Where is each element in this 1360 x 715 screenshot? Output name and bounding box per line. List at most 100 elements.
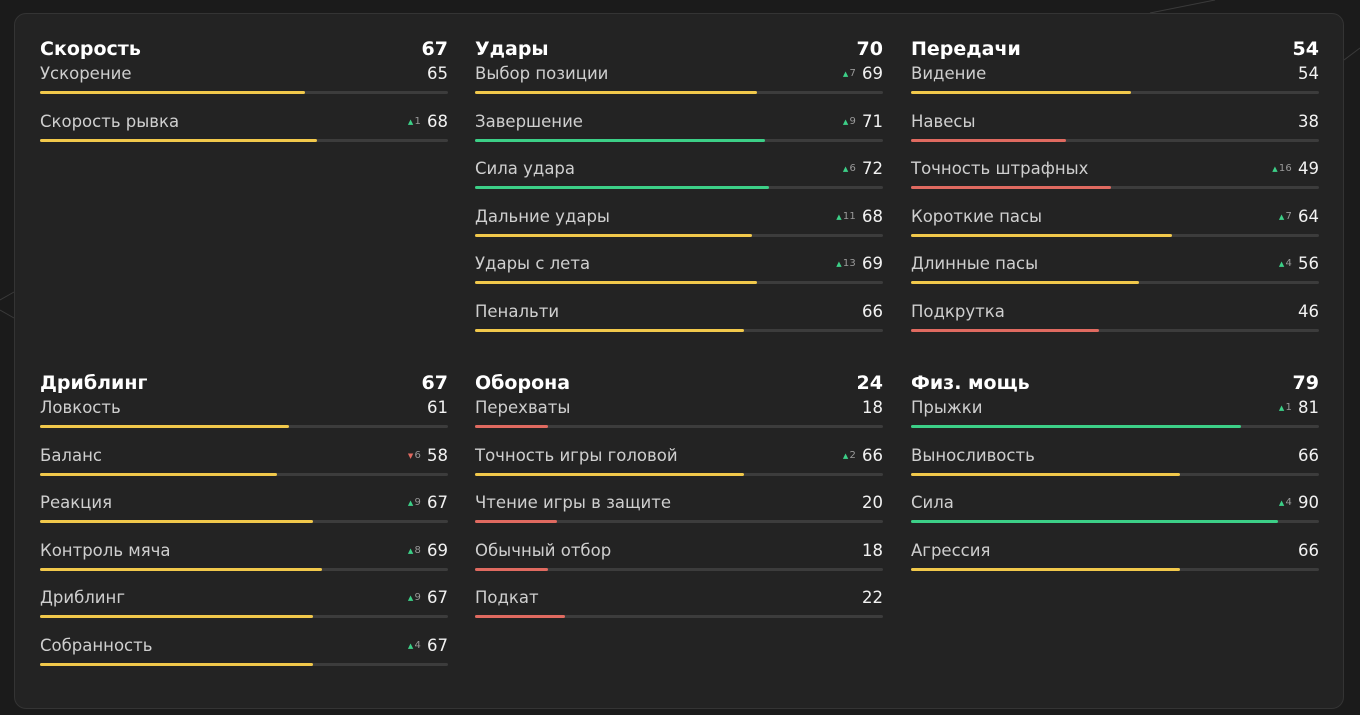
stat-label: Собранность <box>40 635 153 655</box>
stat-change-value: 2 <box>849 449 856 461</box>
stat-value-group: ▲9 67 <box>408 588 448 608</box>
stat-label: Выносливость <box>911 445 1035 465</box>
stat-row: Перехваты 18 <box>475 383 883 431</box>
stat-value: 66 <box>862 445 883 465</box>
stat-bar-track <box>475 138 883 142</box>
arrow-up-icon: ▲ <box>1272 165 1278 173</box>
stat-bar-track <box>475 425 883 428</box>
stat-bar-fill <box>911 138 1067 142</box>
stat-bar-track <box>911 91 1319 94</box>
stat-label: Прыжки <box>911 398 983 417</box>
stat-change: ▲13 <box>836 254 856 274</box>
arrow-up-icon: ▲ <box>407 594 414 602</box>
stat-bar-track <box>911 138 1319 142</box>
stat-group-title: Удары <box>475 38 549 60</box>
stat-group-header: Удары 70 <box>475 13 883 60</box>
stat-value: 66 <box>1298 445 1319 465</box>
stat-change-value: 9 <box>414 592 421 603</box>
stat-group-title: Скорость <box>40 38 141 60</box>
stat-value: 49 <box>1298 159 1319 178</box>
stat-bar-track <box>911 472 1319 476</box>
stat-bar-track <box>911 567 1319 571</box>
stat-group: Оборона 24 Перехваты 18 Точность игры голово… <box>475 347 883 621</box>
stat-change-value: 1 <box>1285 402 1292 413</box>
stat-change-value: 6 <box>414 449 421 461</box>
stat-row: Видение 54 <box>911 49 1319 97</box>
stat-label: Длинные пасы <box>911 254 1039 273</box>
stat-group: Физ. мощь 79 Прыжки ▲1 81 Выносливость 66 Сила ▲… <box>911 347 1319 573</box>
stat-value: 72 <box>862 159 883 178</box>
stat-bar-track <box>911 425 1319 428</box>
stat-bar-fill <box>40 615 314 618</box>
stat-change: ▲4 <box>408 636 421 656</box>
stat-value-group: ▲7 69 <box>843 64 883 84</box>
stat-value: 18 <box>862 540 883 560</box>
stat-value-group: ▼6 58 <box>408 446 448 466</box>
stat-value-group: ▲4 90 <box>1279 493 1319 513</box>
arrow-up-icon: ▲ <box>842 451 849 460</box>
stat-change-value: 1 <box>414 115 421 127</box>
stat-change-value: 4 <box>414 639 421 651</box>
stat-group-rating: 67 <box>421 38 448 60</box>
stat-bar-fill <box>475 281 757 284</box>
stat-value: 38 <box>1298 111 1319 131</box>
stat-group-title: Физ. мощь <box>911 372 1030 394</box>
stat-value-group: ▲2 66 <box>843 446 883 466</box>
stat-label: Видение <box>911 64 987 83</box>
stat-label: Навесы <box>911 111 976 131</box>
stat-row: Прыжки ▲1 81 <box>911 383 1319 431</box>
stat-bar-fill <box>911 281 1140 284</box>
stat-bar-track <box>475 328 883 332</box>
stat-change: ▲2 <box>843 446 856 466</box>
stat-value-group: 18 <box>862 541 883 561</box>
arrow-down-icon: ▼ <box>407 451 414 460</box>
stat-label: Скорость рывка <box>40 111 180 131</box>
stat-value: 54 <box>1298 64 1319 83</box>
stat-row: Удары с лета ▲13 69 <box>475 239 883 287</box>
stat-label: Точность игры головой <box>475 445 678 465</box>
stat-bar-fill <box>40 425 289 428</box>
stat-bar-fill <box>40 567 322 571</box>
stat-change-value: 9 <box>849 115 856 127</box>
stat-value-group: 66 <box>1298 541 1319 561</box>
stat-row: Реакция ▲9 67 <box>40 478 448 526</box>
stat-bar-fill <box>475 472 745 476</box>
stat-row: Завершение ▲9 71 <box>475 97 883 145</box>
stat-group-header: Дриблинг 67 <box>40 347 448 394</box>
stat-label: Выбор позиции <box>475 64 609 83</box>
stat-value: 66 <box>862 301 883 321</box>
stat-group: Дриблинг 67 Ловкость 61 Баланс ▼6 58 Реакция ▲9 6… <box>40 347 448 668</box>
stat-row: Подкат 22 <box>475 573 883 621</box>
stat-bar-fill <box>911 567 1181 571</box>
stat-value-group: 20 <box>862 493 883 513</box>
stat-row: Сила ▲4 90 <box>911 478 1319 526</box>
stat-row: Ускорение 65 <box>40 49 448 97</box>
stat-change-value: 4 <box>1285 258 1292 269</box>
stat-bar-fill <box>911 425 1242 428</box>
stat-label: Контроль мяча <box>40 540 171 560</box>
arrow-up-icon: ▲ <box>842 117 849 126</box>
stat-bar-track <box>475 233 883 237</box>
stat-group-header: Физ. мощь 79 <box>911 347 1319 394</box>
stat-bar-fill <box>475 615 565 618</box>
stat-row: Длинные пасы ▲4 56 <box>911 239 1319 287</box>
arrow-up-icon: ▲ <box>842 70 849 78</box>
arrow-up-icon: ▲ <box>407 117 414 126</box>
stat-value-group: ▲13 69 <box>836 254 883 274</box>
stat-value-group: ▲8 69 <box>408 541 448 561</box>
stat-row: Скорость рывка ▲1 68 <box>40 97 448 145</box>
stat-change: ▲1 <box>1279 398 1292 418</box>
stat-bar-track <box>40 138 448 142</box>
stat-row: Короткие пасы ▲7 64 <box>911 192 1319 240</box>
stat-label: Агрессия <box>911 540 991 560</box>
stat-value-group: ▲9 71 <box>843 112 883 132</box>
stat-group-title: Дриблинг <box>40 372 148 394</box>
stat-group-rating: 54 <box>1292 38 1319 60</box>
stat-row: Собранность ▲4 67 <box>40 621 448 669</box>
stat-value: 69 <box>862 254 883 273</box>
stat-group-title: Оборона <box>475 372 571 394</box>
stat-label: Удары с лета <box>475 254 591 273</box>
stat-row: Дальние удары ▲11 68 <box>475 192 883 240</box>
stat-row: Точность штрафных ▲16 49 <box>911 144 1319 192</box>
stat-bar-track <box>40 425 448 428</box>
